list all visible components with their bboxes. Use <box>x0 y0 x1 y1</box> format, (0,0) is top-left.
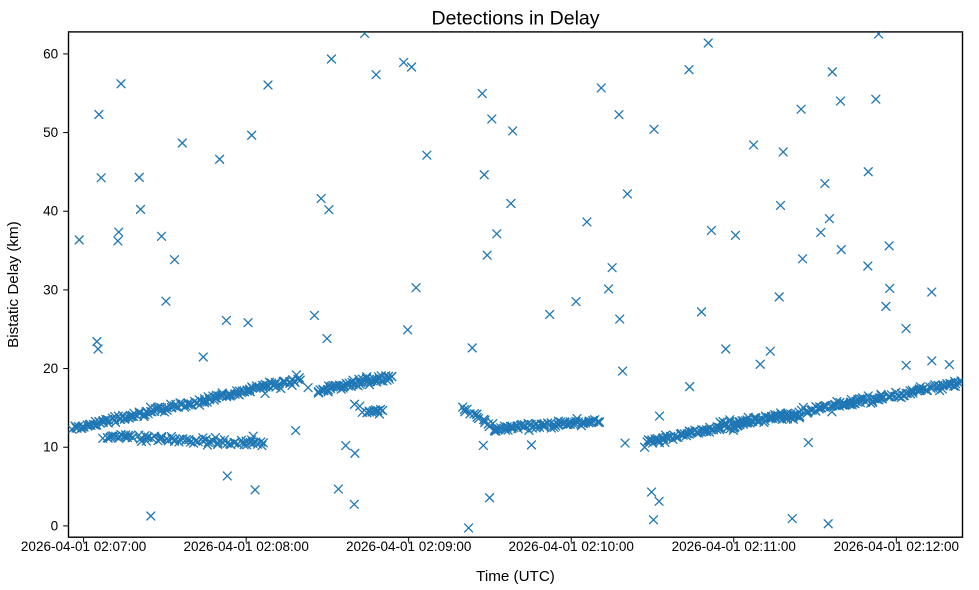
svg-text:20: 20 <box>43 361 58 376</box>
svg-text:2026-04-01 02:11:00: 2026-04-01 02:11:00 <box>672 539 796 554</box>
svg-text:10: 10 <box>43 440 58 455</box>
svg-text:Bistatic Delay (km): Bistatic Delay (km) <box>5 221 22 348</box>
svg-text:2026-04-01 02:07:00: 2026-04-01 02:07:00 <box>21 539 146 554</box>
svg-text:40: 40 <box>43 204 58 219</box>
svg-text:Detections in Delay: Detections in Delay <box>432 8 600 30</box>
svg-text:0: 0 <box>51 518 59 533</box>
svg-text:50: 50 <box>43 125 58 140</box>
svg-text:30: 30 <box>43 282 58 297</box>
svg-text:2026-04-01 02:12:00: 2026-04-01 02:12:00 <box>834 539 959 554</box>
svg-text:60: 60 <box>43 46 58 61</box>
svg-text:2026-04-01 02:10:00: 2026-04-01 02:10:00 <box>509 539 634 554</box>
svg-text:2026-04-01 02:09:00: 2026-04-01 02:09:00 <box>346 539 471 554</box>
svg-text:2026-04-01 02:08:00: 2026-04-01 02:08:00 <box>183 539 308 554</box>
svg-text:Time (UTC): Time (UTC) <box>476 568 555 585</box>
